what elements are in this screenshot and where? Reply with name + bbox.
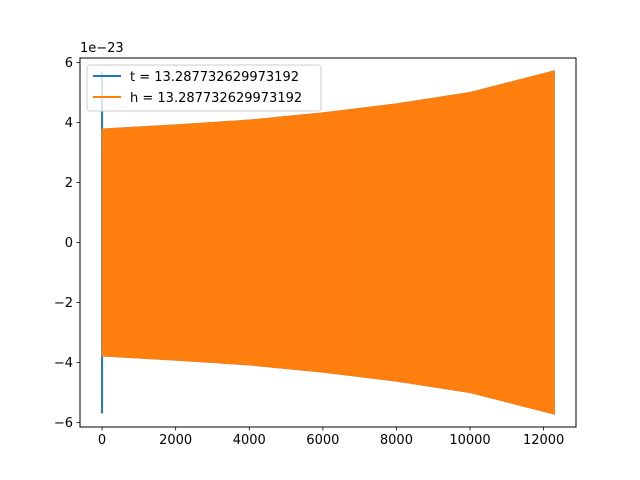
y-tick-label: −2 [54,296,73,311]
x-tick-label: 0 [98,433,106,448]
y-tick-label: 2 [65,176,73,191]
y-tick-label: −4 [54,356,73,371]
y-tick-label: 4 [65,116,73,131]
y-offset-label: 1e−23 [80,41,124,56]
x-axis: 0 2000 4000 6000 8000 10000 12000 [98,427,564,448]
y-tick-label: 0 [65,236,73,251]
legend-frame [86,64,322,112]
x-tick-label: 8000 [380,433,413,448]
y-tick-label: −6 [54,416,73,431]
series-h-overlay [112,113,352,372]
y-tick-label: 6 [65,56,73,71]
series-h-oscillation-band [101,70,555,415]
legend-label-h: h = 13.287732629973192 [130,91,302,106]
x-tick-label: 6000 [306,433,339,448]
x-tick-label: 4000 [233,433,266,448]
y-axis: −6 −4 −2 0 2 4 6 [54,56,80,431]
series-layer [101,70,555,415]
x-tick-label: 10000 [449,433,490,448]
x-tick-label: 2000 [159,433,192,448]
series-h [101,70,555,415]
legend: t = 13.287732629973192 h = 13.2877326299… [86,64,322,112]
legend-label-t: t = 13.287732629973192 [130,70,299,85]
x-tick-label: 12000 [523,433,564,448]
